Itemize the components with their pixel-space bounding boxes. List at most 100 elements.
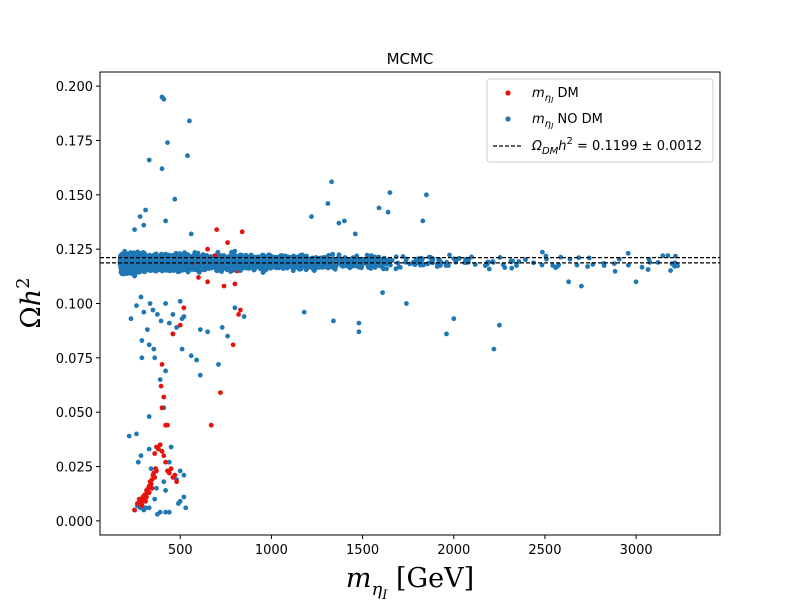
scatter-point-no-dm	[158, 251, 164, 257]
scatter-point-no-dm	[216, 362, 221, 367]
scatter-point-no-dm	[491, 346, 497, 352]
scatter-point-no-dm	[181, 252, 187, 258]
scatter-point-no-dm	[232, 305, 238, 311]
scatter-point-no-dm	[611, 261, 617, 266]
scatter-point-no-dm	[574, 262, 580, 268]
scatter-point-no-dm	[187, 118, 192, 124]
scatter-point-no-dm	[177, 468, 183, 474]
scatter-point-no-dm	[655, 260, 661, 265]
scatter-point-no-dm	[146, 505, 152, 511]
scatter-point-no-dm	[157, 258, 163, 263]
scatter-point-no-dm	[282, 258, 287, 264]
scatter-point-no-dm	[324, 255, 330, 261]
scatter-point-no-dm	[463, 260, 469, 266]
scatter-point-no-dm	[434, 264, 440, 269]
scatter-point-no-dm	[451, 316, 457, 322]
scatter-point-no-dm	[177, 298, 183, 304]
scatter-point-dm	[152, 451, 158, 456]
y-tick-label: 0.050	[56, 406, 93, 421]
scatter-point-no-dm	[133, 250, 139, 256]
y-tick-label: 0.000	[56, 515, 93, 530]
scatter-point-no-dm	[248, 252, 254, 258]
legend-marker-no-dm	[505, 116, 511, 122]
scatter-point-no-dm	[157, 377, 163, 382]
scatter-point-dm	[159, 362, 165, 367]
scatter-point-dm	[144, 494, 149, 500]
scatter-point-no-dm	[161, 479, 167, 485]
scatter-point-no-dm	[260, 270, 266, 275]
scatter-point-no-dm	[585, 264, 590, 269]
scatter-point-no-dm	[245, 257, 250, 263]
scatter-point-no-dm	[155, 312, 160, 317]
scatter-point-no-dm	[259, 252, 265, 258]
scatter-point-no-dm	[126, 433, 132, 439]
scatter-point-no-dm	[356, 329, 362, 335]
scatter-point-no-dm	[336, 252, 342, 258]
scatter-point-no-dm	[255, 264, 261, 270]
scatter-point-dm	[236, 312, 242, 317]
scatter-point-no-dm	[397, 264, 403, 270]
scatter-point-no-dm	[166, 264, 172, 270]
scatter-point-no-dm	[126, 268, 132, 274]
scatter-point-no-dm	[393, 266, 399, 272]
scatter-point-dm	[159, 448, 165, 454]
scatter-point-no-dm	[219, 325, 225, 330]
scatter-point-no-dm	[558, 254, 564, 260]
scatter-point-no-dm	[325, 201, 331, 206]
scatter-point-no-dm	[444, 331, 449, 337]
scatter-point-dm	[196, 275, 201, 280]
scatter-point-no-dm	[352, 231, 358, 237]
scatter-point-no-dm	[660, 253, 666, 259]
scatter-point-no-dm	[138, 294, 144, 300]
scatter-point-no-dm	[130, 254, 136, 260]
scatter-point-no-dm	[231, 257, 236, 263]
x-axis-label: mηI [GeV]	[346, 563, 474, 600]
scatter-point-no-dm	[356, 320, 362, 326]
scatter-point-no-dm	[134, 431, 139, 437]
y-tick-label: 0.025	[56, 461, 93, 476]
scatter-point-dm	[218, 390, 223, 395]
x-tick-label: 2500	[528, 543, 561, 558]
scatter-point-no-dm	[194, 263, 200, 269]
scatter-point-no-dm	[185, 153, 190, 159]
scatter-point-no-dm	[218, 266, 224, 272]
scatter-point-no-dm	[523, 257, 528, 263]
scatter-point-no-dm	[134, 303, 139, 309]
scatter-point-no-dm	[141, 309, 147, 315]
scatter-point-dm	[163, 459, 169, 465]
scatter-point-no-dm	[147, 301, 153, 306]
scatter-point-no-dm	[385, 209, 391, 215]
scatter-point-no-dm	[251, 262, 256, 268]
scatter-point-no-dm	[446, 263, 451, 268]
scatter-point-no-dm	[380, 266, 386, 272]
scatter-point-no-dm	[510, 258, 515, 264]
scatter-point-no-dm	[486, 266, 492, 272]
scatter-point-no-dm	[145, 265, 151, 271]
scatter-point-no-dm	[230, 262, 236, 268]
scatter-point-no-dm	[163, 488, 169, 493]
scatter-point-no-dm	[241, 314, 247, 319]
scatter-point-dm	[157, 442, 163, 448]
scatter-point-no-dm	[194, 357, 200, 363]
scatter-point-no-dm	[612, 268, 618, 274]
scatter-point-no-dm	[329, 179, 334, 185]
scatter-point-no-dm	[669, 261, 675, 267]
scatter-point-dm	[139, 503, 145, 509]
scatter-point-no-dm	[323, 264, 328, 270]
scatter-point-no-dm	[139, 355, 145, 361]
scatter-point-dm	[181, 305, 187, 311]
scatter-point-no-dm	[393, 254, 399, 260]
scatter-point-no-dm	[639, 264, 645, 270]
scatter-point-dm	[158, 383, 164, 389]
scatter-point-no-dm	[128, 316, 134, 322]
scatter-point-no-dm	[380, 262, 386, 268]
scatter-point-no-dm	[389, 258, 395, 263]
scatter-point-no-dm	[626, 262, 631, 268]
legend-label-no-dm: mηI NO DM	[532, 112, 603, 131]
legend-box	[486, 78, 714, 163]
scatter-point-no-dm	[601, 261, 607, 266]
scatter-point-no-dm	[122, 248, 128, 254]
scatter-point-dm	[174, 479, 180, 485]
scatter-point-no-dm	[229, 266, 235, 272]
